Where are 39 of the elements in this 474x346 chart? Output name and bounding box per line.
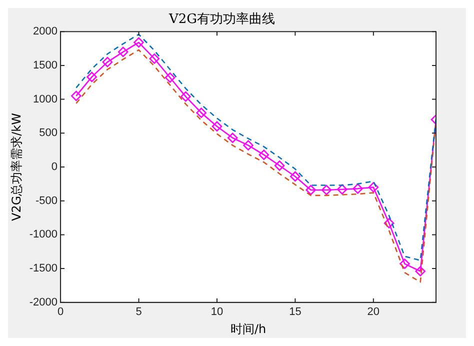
x-axis-title: 时间/h bbox=[230, 322, 266, 336]
y-axis-title: V2G总功率需求/kW bbox=[9, 112, 24, 221]
y-tick-label: -2000 bbox=[29, 296, 58, 308]
x-tick-label: 5 bbox=[136, 306, 142, 318]
point bbox=[306, 184, 316, 196]
point bbox=[321, 184, 332, 196]
point bbox=[258, 150, 270, 160]
x-tick-label: 20 bbox=[367, 306, 380, 318]
y-tick-label: -1000 bbox=[29, 228, 58, 241]
point bbox=[400, 258, 410, 269]
point bbox=[227, 132, 238, 144]
point bbox=[243, 140, 254, 150]
point bbox=[71, 90, 82, 102]
point bbox=[134, 37, 144, 48]
point bbox=[149, 54, 160, 64]
point bbox=[102, 56, 113, 68]
point bbox=[384, 218, 394, 228]
x-tick-label: 10 bbox=[210, 306, 224, 318]
point bbox=[415, 266, 426, 276]
y-tick-label: -1500 bbox=[29, 262, 58, 275]
point bbox=[274, 160, 285, 171]
point bbox=[368, 182, 379, 192]
point bbox=[336, 184, 348, 194]
y-tick-label: 1000 bbox=[33, 93, 58, 106]
point bbox=[118, 46, 128, 58]
point bbox=[290, 171, 300, 182]
point bbox=[164, 72, 176, 83]
y-tick-label: -500 bbox=[36, 194, 58, 207]
x-tick-label: 15 bbox=[289, 306, 302, 318]
y-tick-label: 2000 bbox=[33, 26, 58, 38]
chart-title: V2G有功功率曲线 bbox=[168, 11, 276, 28]
y-tick-label: 0 bbox=[51, 161, 58, 174]
point bbox=[86, 72, 97, 82]
point bbox=[352, 184, 363, 194]
y-tick-label: 500 bbox=[39, 127, 58, 140]
point bbox=[212, 121, 222, 132]
y-tick-label: 1500 bbox=[33, 59, 58, 72]
point bbox=[180, 91, 191, 102]
point bbox=[196, 108, 206, 118]
